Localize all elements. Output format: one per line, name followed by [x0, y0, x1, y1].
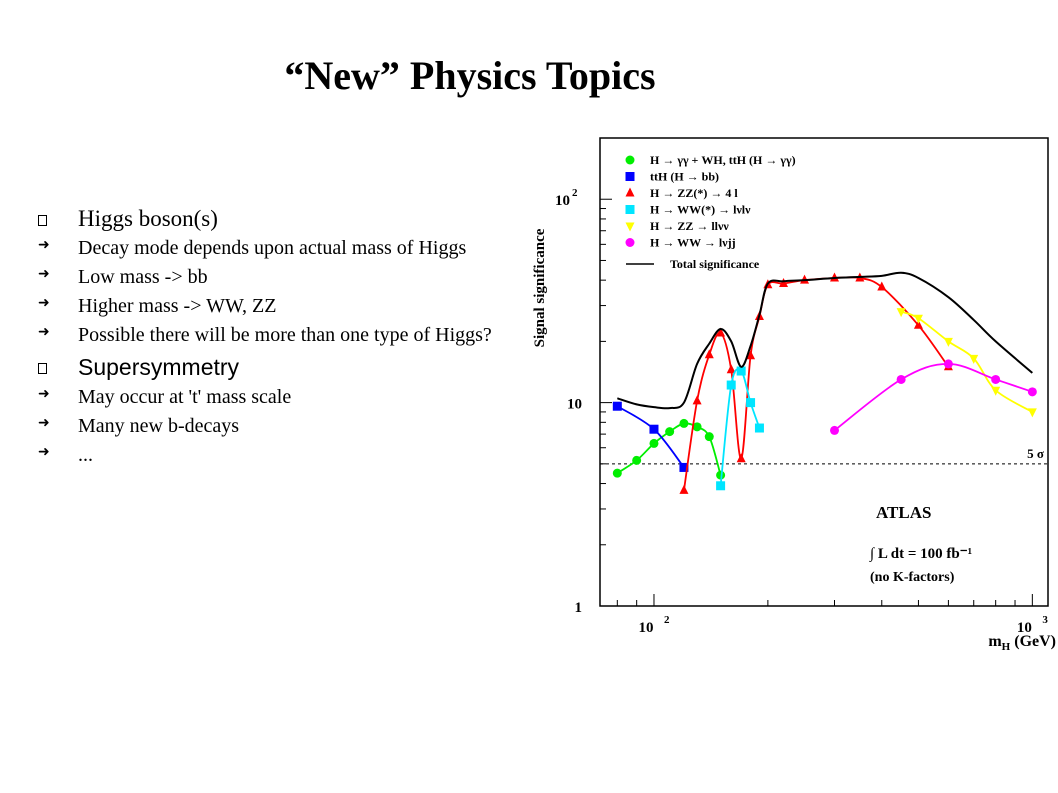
series-point-3	[716, 481, 726, 491]
x-tick-exponent: 2	[664, 614, 670, 626]
series-point-3	[746, 398, 756, 408]
series-point-2	[779, 278, 789, 288]
series-point-4	[896, 308, 906, 318]
series-point-1	[679, 462, 689, 472]
series-point-2	[746, 350, 756, 360]
series-point-0	[716, 470, 726, 480]
series-point-2	[679, 484, 689, 494]
y-tick-exponent: 2	[572, 187, 578, 199]
series-line-1	[616, 405, 685, 468]
series-point-1	[612, 401, 622, 411]
series-point-3	[754, 423, 764, 433]
series-point-0	[665, 427, 675, 437]
legend-label: H → ZZ(*) → 4 l	[650, 186, 738, 200]
series-point-2	[692, 395, 702, 405]
bullet-item: ➜ Decay mode depends upon actual mass of …	[38, 235, 508, 261]
series-point-0	[649, 438, 659, 448]
arrow-bullet-icon: ➜	[38, 237, 50, 253]
series-point-2	[716, 327, 726, 337]
arrow-bullet-icon: ➜	[38, 295, 50, 311]
bullet-text: Higgs boson(s)	[78, 206, 218, 231]
bullet-text: Higher mass -> WW, ZZ	[78, 295, 277, 317]
legend-label: Total significance	[670, 257, 760, 271]
arrow-bullet-icon: ➜	[38, 266, 50, 282]
arrow-bullet-icon: ➜	[38, 444, 50, 460]
series-point-3	[726, 380, 736, 390]
y-tick-label: 10	[567, 397, 582, 413]
series-point-0	[692, 422, 702, 432]
bullet-text: May occur at 't' mass scale	[78, 386, 292, 408]
k-factor-note: (no K-factors)	[870, 570, 955, 585]
bullet-text: Many new b-decays	[78, 415, 240, 437]
legend-swatch	[625, 187, 635, 197]
series-point-3	[736, 366, 746, 376]
series-point-4	[1027, 408, 1037, 418]
series-point-2	[726, 364, 736, 374]
series-line-5	[833, 363, 1033, 432]
atlas-label: ATLAS	[876, 503, 931, 522]
series-point-4	[969, 354, 979, 364]
arrow-bullet-icon: ➜	[38, 324, 50, 340]
legend-label: H → ZZ → llνν	[650, 219, 729, 233]
box-bullet-icon	[38, 354, 78, 377]
series-point-2	[877, 281, 887, 291]
series-point-5	[991, 374, 1001, 384]
five-sigma-label: 5 σ	[1027, 446, 1044, 461]
legend-swatch	[625, 155, 635, 165]
bullet-text: Possible there will be more than one typ…	[78, 324, 492, 346]
bullet-item: ➜ May occur at 't' mass scale	[38, 384, 508, 410]
series-point-2	[736, 453, 746, 463]
bullet-item: ➜ Low mass -> bb	[38, 264, 508, 290]
legend-swatch	[625, 205, 635, 214]
series-point-4	[991, 386, 1001, 396]
series-point-0	[679, 418, 689, 428]
legend-label: H → WW → lνjj	[650, 236, 736, 250]
bullet-item: ➜...	[38, 442, 508, 468]
series-point-0	[632, 455, 642, 465]
series-point-1	[649, 424, 659, 434]
arrow-bullet-icon: ➜	[38, 415, 50, 431]
x-tick-label: 10	[638, 620, 653, 636]
x-tick-exponent: 3	[1042, 614, 1048, 626]
legend-swatch	[625, 222, 635, 232]
series-point-5	[830, 425, 840, 435]
legend-swatch	[625, 238, 635, 247]
series-point-5	[943, 359, 953, 369]
bullet-text: ...	[78, 444, 93, 466]
bullet-item: ➜ Possible there will be more than one ty…	[38, 322, 508, 348]
series-point-4	[913, 314, 923, 324]
bullet-heading: Supersymmetry	[38, 354, 508, 381]
bullet-list: Higgs boson(s) ➜ Decay mode depends upon a…	[38, 200, 508, 468]
arrow-bullet-icon: ➜	[38, 386, 50, 402]
series-point-5	[896, 374, 906, 384]
bullet-text: Low mass -> bb	[78, 266, 208, 288]
series-point-0	[612, 468, 622, 478]
box-bullet-icon	[38, 206, 78, 229]
x-tick-label: 10	[1017, 620, 1032, 636]
plot-frame	[599, 137, 1049, 607]
series-line-6	[617, 271, 1033, 410]
series-point-0	[704, 432, 714, 442]
y-tick-label: 1	[575, 600, 583, 616]
series-point-5	[1027, 387, 1037, 397]
legend-label: ttH (H → bb)	[650, 170, 719, 184]
bullet-text: Supersymmetry	[78, 354, 240, 380]
slide-title: “New” Physics Topics	[284, 53, 656, 98]
luminosity-label: ∫ L dt = 100 fb⁻¹	[869, 546, 972, 562]
y-axis-label: Signal significance	[532, 228, 548, 347]
legend-label: H → γγ + WH, ttH (H → γγ)	[650, 153, 796, 167]
series-point-4	[943, 337, 953, 347]
bullet-heading: Higgs boson(s)	[38, 206, 508, 232]
series-line-3	[719, 368, 761, 486]
bullet-text: Decay mode depends upon actual mass of H…	[78, 237, 467, 259]
bullet-item: ➜ Higher mass -> WW, ZZ	[38, 293, 508, 319]
bullet-item: ➜ Many new b-decays	[38, 413, 508, 439]
x-axis-label: mH (GeV)	[988, 633, 1056, 653]
series-point-2	[704, 349, 714, 359]
legend-label: H → WW(*) → lνlν	[650, 203, 751, 217]
legend-swatch	[625, 172, 635, 181]
y-tick-label: 10	[555, 193, 570, 209]
series-point-2	[913, 319, 923, 329]
